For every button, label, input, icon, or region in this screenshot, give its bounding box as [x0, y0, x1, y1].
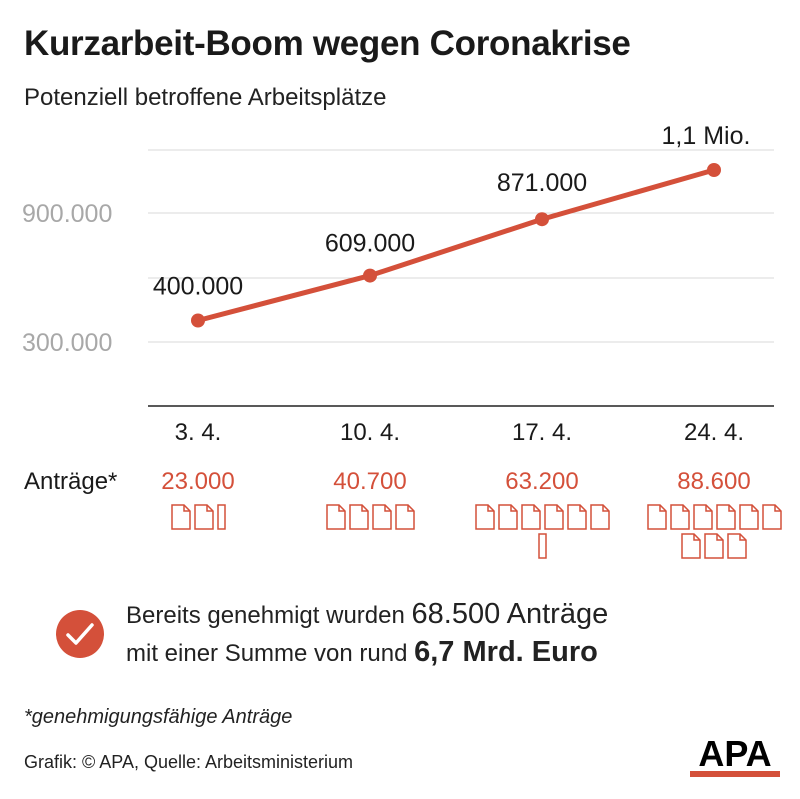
application-value: 63.200: [505, 468, 579, 495]
document-icons: [128, 504, 268, 530]
data-point: [535, 212, 549, 227]
document-icon: [325, 504, 346, 530]
y-tick-label: 300.000: [22, 329, 112, 357]
document-icon: [371, 504, 392, 530]
approved-sum: 6,7 Mrd. Euro: [414, 636, 598, 668]
approved-text-1: Bereits genehmigt wurden: [126, 602, 405, 629]
document-icon: [738, 504, 759, 530]
apa-logo-text: APA: [698, 734, 771, 774]
document-icon: [193, 504, 214, 530]
document-icon: [761, 504, 782, 530]
application-value: 40.700: [333, 468, 407, 495]
document-icon: [669, 504, 690, 530]
series-line: [195, 167, 717, 323]
data-label: 871.000: [497, 169, 587, 197]
applications-label: Anträge*: [24, 468, 118, 495]
apa-logo: APA: [690, 734, 780, 777]
y-tick-label: 900.000: [22, 200, 112, 228]
document-icon: [646, 504, 667, 530]
application-column: 88.600: [644, 468, 784, 559]
document-icons: [472, 504, 612, 559]
document-icon: [692, 504, 713, 530]
document-icon: [348, 504, 369, 530]
document-icon: [681, 533, 701, 559]
document-icon: [543, 504, 564, 530]
document-icon: [520, 504, 541, 530]
data-label: 1,1 Mio.: [662, 122, 751, 150]
document-icon: [727, 533, 747, 559]
apa-logo-bar: [690, 771, 780, 777]
document-icon: [170, 504, 191, 530]
document-icon: [704, 533, 724, 559]
footnote: *genehmigungsfähige Anträge: [24, 706, 293, 728]
source-credit: Grafik: © APA, Quelle: Arbeitsministeriu…: [24, 752, 354, 772]
document-icon: [497, 504, 518, 530]
application-value: 23.000: [161, 468, 235, 495]
document-icon: [537, 533, 547, 559]
x-tick-label: 17. 4.: [512, 419, 572, 446]
line-chart: 300.000 900.000 3. 4. 10. 4. 17. 4. 24. 4. 400…: [22, 122, 774, 446]
data-label: 400.000: [153, 273, 243, 301]
document-icon: [394, 504, 415, 530]
data-point: [191, 313, 205, 328]
x-tick-label: 3. 4.: [175, 419, 222, 446]
document-icon: [216, 504, 226, 530]
approved-summary: Bereits genehmigt wurden 68.500 Anträge …: [56, 596, 608, 672]
document-icon: [474, 504, 495, 530]
document-icon: [589, 504, 610, 530]
data-point: [707, 163, 721, 177]
application-value: 88.600: [677, 468, 751, 495]
data-point: [363, 268, 377, 283]
document-icon: [566, 504, 587, 530]
approved-text-2: mit einer Summe von rund: [126, 640, 408, 667]
x-tick-label: 24. 4.: [684, 419, 744, 446]
chart-title: Kurzarbeit-Boom wegen Coronakrise: [24, 24, 631, 63]
chart-subtitle: Potenziell betroffene Arbeitsplätze: [24, 84, 387, 111]
application-column: 40.700: [300, 468, 440, 530]
document-icons: [300, 504, 440, 530]
document-icons: [644, 504, 784, 559]
data-label: 609.000: [325, 230, 415, 258]
document-icon: [715, 504, 736, 530]
application-column: 63.200: [472, 468, 612, 559]
application-column: 23.000: [128, 468, 268, 530]
approved-count: 68.500 Anträge: [411, 598, 609, 630]
x-tick-label: 10. 4.: [340, 419, 400, 446]
checkmark-icon: [56, 610, 104, 658]
